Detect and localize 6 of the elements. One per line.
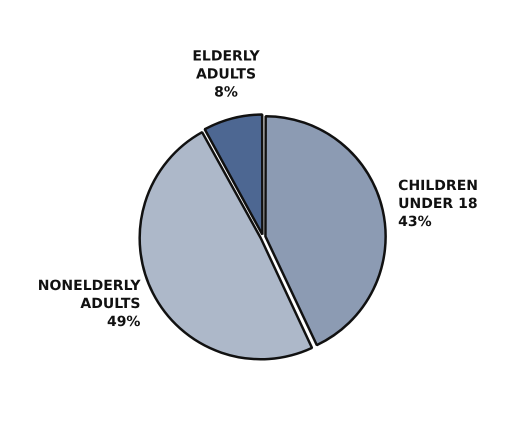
data-label: 43% — [398, 214, 432, 230]
slice-label: ELDERLY ADULTS — [192, 48, 261, 83]
slice-label: CHILDREN UNDER 18 — [398, 178, 478, 212]
slice-label: NONELDERLY ADULTS — [38, 278, 142, 312]
data-label: 8% — [214, 84, 238, 101]
data-label: 49% — [106, 314, 140, 330]
